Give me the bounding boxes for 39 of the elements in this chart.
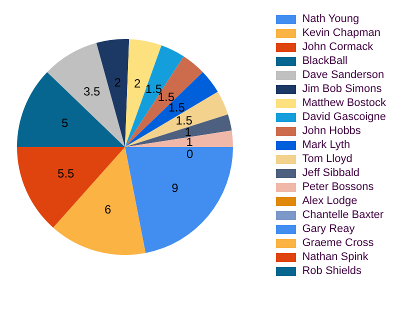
legend-label: Nath Young — [302, 12, 360, 26]
pie-slice — [125, 147, 233, 254]
legend-label: Kevin Chapman — [302, 26, 380, 40]
legend-label: Gary Reay — [302, 222, 355, 236]
data-label: 9 — [172, 181, 179, 196]
data-label: 1.5 — [176, 113, 193, 128]
legend-label: John Cormack — [302, 40, 374, 54]
data-label: 5.5 — [58, 166, 75, 181]
legend-label: Jeff Sibbald — [302, 166, 360, 180]
legend-label: Chantelle Baxter — [302, 208, 384, 222]
legend-label: Dave Sanderson — [302, 68, 384, 82]
pie-slice — [17, 147, 125, 228]
pie-slice — [125, 56, 203, 147]
legend-label: Tom Lloyd — [302, 152, 352, 166]
data-label: 1.5 — [168, 100, 186, 115]
pie-slice — [17, 72, 125, 147]
data-label: 3.5 — [84, 84, 101, 98]
data-label: 2 — [134, 76, 141, 90]
legend-label: Matthew Bostock — [302, 96, 386, 110]
legend-label: John Hobbs — [302, 124, 361, 138]
data-label: 5 — [62, 116, 69, 130]
pie-slice — [53, 147, 146, 255]
legend-label: Mark Lyth — [302, 138, 350, 152]
data-label: 2 — [114, 76, 122, 90]
pie-slice — [125, 114, 232, 147]
legend-label: BlackBall — [302, 54, 348, 68]
pie-slice — [47, 42, 125, 147]
data-label: 6 — [104, 202, 112, 216]
legend-label: Rob Shields — [302, 264, 362, 278]
text: 0 — [186, 147, 194, 161]
pie-slice — [125, 72, 218, 147]
legend-label: Nathan Spink — [302, 250, 368, 264]
legend-label: Alex Lodge — [302, 194, 358, 208]
legend-label: Graeme Cross — [302, 236, 374, 250]
pie-slice — [125, 92, 228, 147]
legend-label: David Gascoigne — [302, 110, 386, 124]
data-label: 1 — [186, 135, 194, 150]
legend-label: Peter Bossons — [302, 180, 374, 194]
legend-label: Jim Bob Simons — [302, 82, 382, 96]
